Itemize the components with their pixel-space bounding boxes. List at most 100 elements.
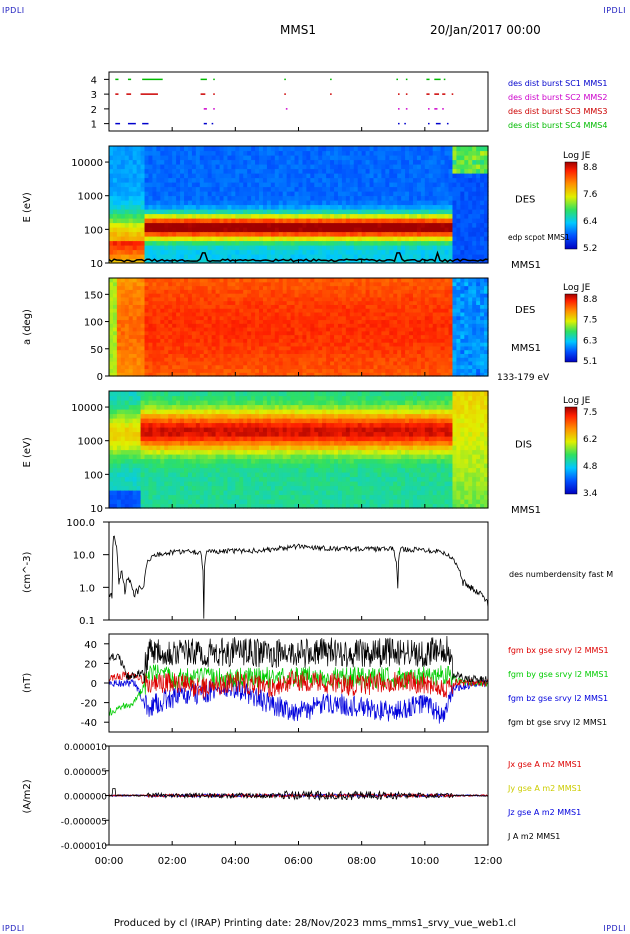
des-energy-cell	[306, 218, 311, 224]
des-pitch-cell	[195, 289, 201, 294]
des-pitch-cell	[377, 372, 383, 377]
des-pitch-cell	[282, 327, 288, 332]
des-energy-cell	[393, 236, 398, 242]
des-energy-cell	[227, 231, 232, 237]
des-energy-cell	[389, 258, 394, 264]
des-pitch-cell	[136, 296, 142, 302]
des-pitch-cell	[416, 278, 422, 283]
des-pitch-cell	[330, 296, 335, 302]
des-pitch-cell	[330, 360, 335, 366]
des-energy-cell	[120, 240, 126, 246]
des-pitch-cell	[405, 368, 410, 373]
des-pitch-cell	[476, 349, 481, 354]
des-energy-cell	[314, 218, 319, 224]
des-energy-cell	[377, 195, 383, 201]
des-energy-cell	[385, 204, 390, 210]
des-pitch-cell	[286, 311, 292, 317]
des-energy-cell	[381, 182, 386, 188]
des-energy-cell	[330, 200, 335, 206]
des-energy-cell	[203, 258, 209, 264]
des-pitch-cell	[452, 338, 458, 343]
des-energy-cell	[140, 186, 146, 192]
des-energy-cell	[381, 227, 386, 233]
des-pitch-cell	[116, 342, 122, 347]
des-pitch-cell	[373, 293, 379, 298]
des-pitch-cell	[243, 308, 248, 313]
des-energy-cell	[144, 177, 150, 183]
des-pitch-cell	[191, 364, 197, 370]
des-pitch-cell	[369, 353, 375, 358]
des-energy-cell	[144, 191, 150, 197]
des-energy-cell	[401, 150, 406, 156]
des-pitch-cell	[176, 372, 181, 377]
des-pitch-cell	[172, 281, 177, 287]
des-pitch-cell	[136, 349, 142, 354]
des-energy-cell	[452, 155, 458, 161]
des-energy-cell	[160, 164, 165, 170]
des-energy-cell	[282, 209, 288, 215]
des-pitch-cell	[484, 311, 489, 317]
des-energy-cell	[148, 254, 154, 260]
des-pitch-cell	[436, 323, 442, 328]
des-pitch-cell	[377, 345, 383, 351]
des-energy-cell	[136, 159, 142, 165]
des-pitch-cell	[365, 315, 371, 321]
des-pitch-cell	[156, 342, 161, 347]
des-energy-cell	[199, 155, 205, 161]
des-pitch-cell	[357, 334, 363, 339]
des-pitch-cell	[409, 293, 414, 298]
des-pitch-cell	[156, 296, 161, 302]
des-energy-cell	[460, 231, 465, 237]
des-energy-cell	[176, 168, 181, 174]
des-pitch-cell	[195, 296, 201, 302]
des-energy-cell	[448, 222, 454, 228]
des-energy-cell	[223, 155, 229, 161]
des-pitch-cell	[337, 289, 343, 294]
des-energy-cell	[444, 195, 450, 201]
des-pitch-cell	[369, 327, 375, 332]
des-pitch-cell	[393, 308, 398, 313]
des-energy-cell	[243, 231, 248, 237]
des-energy-cell	[357, 195, 363, 201]
des-pitch-cell	[251, 281, 256, 287]
des-energy-cell	[381, 150, 386, 156]
des-pitch-cell	[448, 311, 454, 317]
des-pitch-cell	[243, 334, 248, 339]
des-pitch-cell	[416, 311, 422, 317]
des-pitch-cell	[334, 353, 339, 358]
des-energy-cell	[334, 164, 339, 170]
des-energy-cell	[219, 182, 225, 188]
des-pitch-cell	[274, 296, 280, 302]
des-pitch-cell	[109, 319, 114, 324]
des-pitch-cell	[243, 285, 248, 290]
des-energy-cell	[199, 254, 205, 260]
des-pitch-cell	[184, 278, 189, 283]
des-pitch-cell	[132, 353, 138, 358]
des-pitch-cell	[195, 353, 201, 358]
des-energy-cell	[270, 146, 276, 152]
des-pitch-cell	[373, 372, 379, 377]
des-pitch-cell	[243, 372, 248, 377]
des-energy-cell	[476, 200, 481, 206]
des-pitch-cell	[416, 364, 422, 370]
des-energy-cell	[180, 177, 185, 183]
des-energy-cell	[397, 245, 402, 251]
des-pitch-cell	[187, 327, 193, 332]
des-energy-cell	[282, 168, 288, 174]
des-pitch-cell	[432, 364, 438, 370]
des-energy-cell	[322, 164, 327, 170]
des-energy-cell	[184, 182, 189, 188]
des-pitch-cell	[164, 323, 169, 328]
des-energy-cell	[109, 240, 114, 246]
des-pitch-cell	[278, 342, 284, 347]
des-pitch-cell	[314, 330, 319, 336]
des-pitch-cell	[484, 304, 489, 309]
des-energy-cell	[428, 173, 434, 179]
des-pitch-cell	[160, 364, 165, 370]
des-energy-cell	[172, 173, 177, 179]
des-energy-cell	[369, 146, 375, 152]
des-pitch-cell	[243, 349, 248, 354]
des-energy-cell	[310, 150, 315, 156]
datetime-title: 20/Jan/2017 00:00	[430, 23, 541, 37]
des-energy-cell	[334, 227, 339, 233]
